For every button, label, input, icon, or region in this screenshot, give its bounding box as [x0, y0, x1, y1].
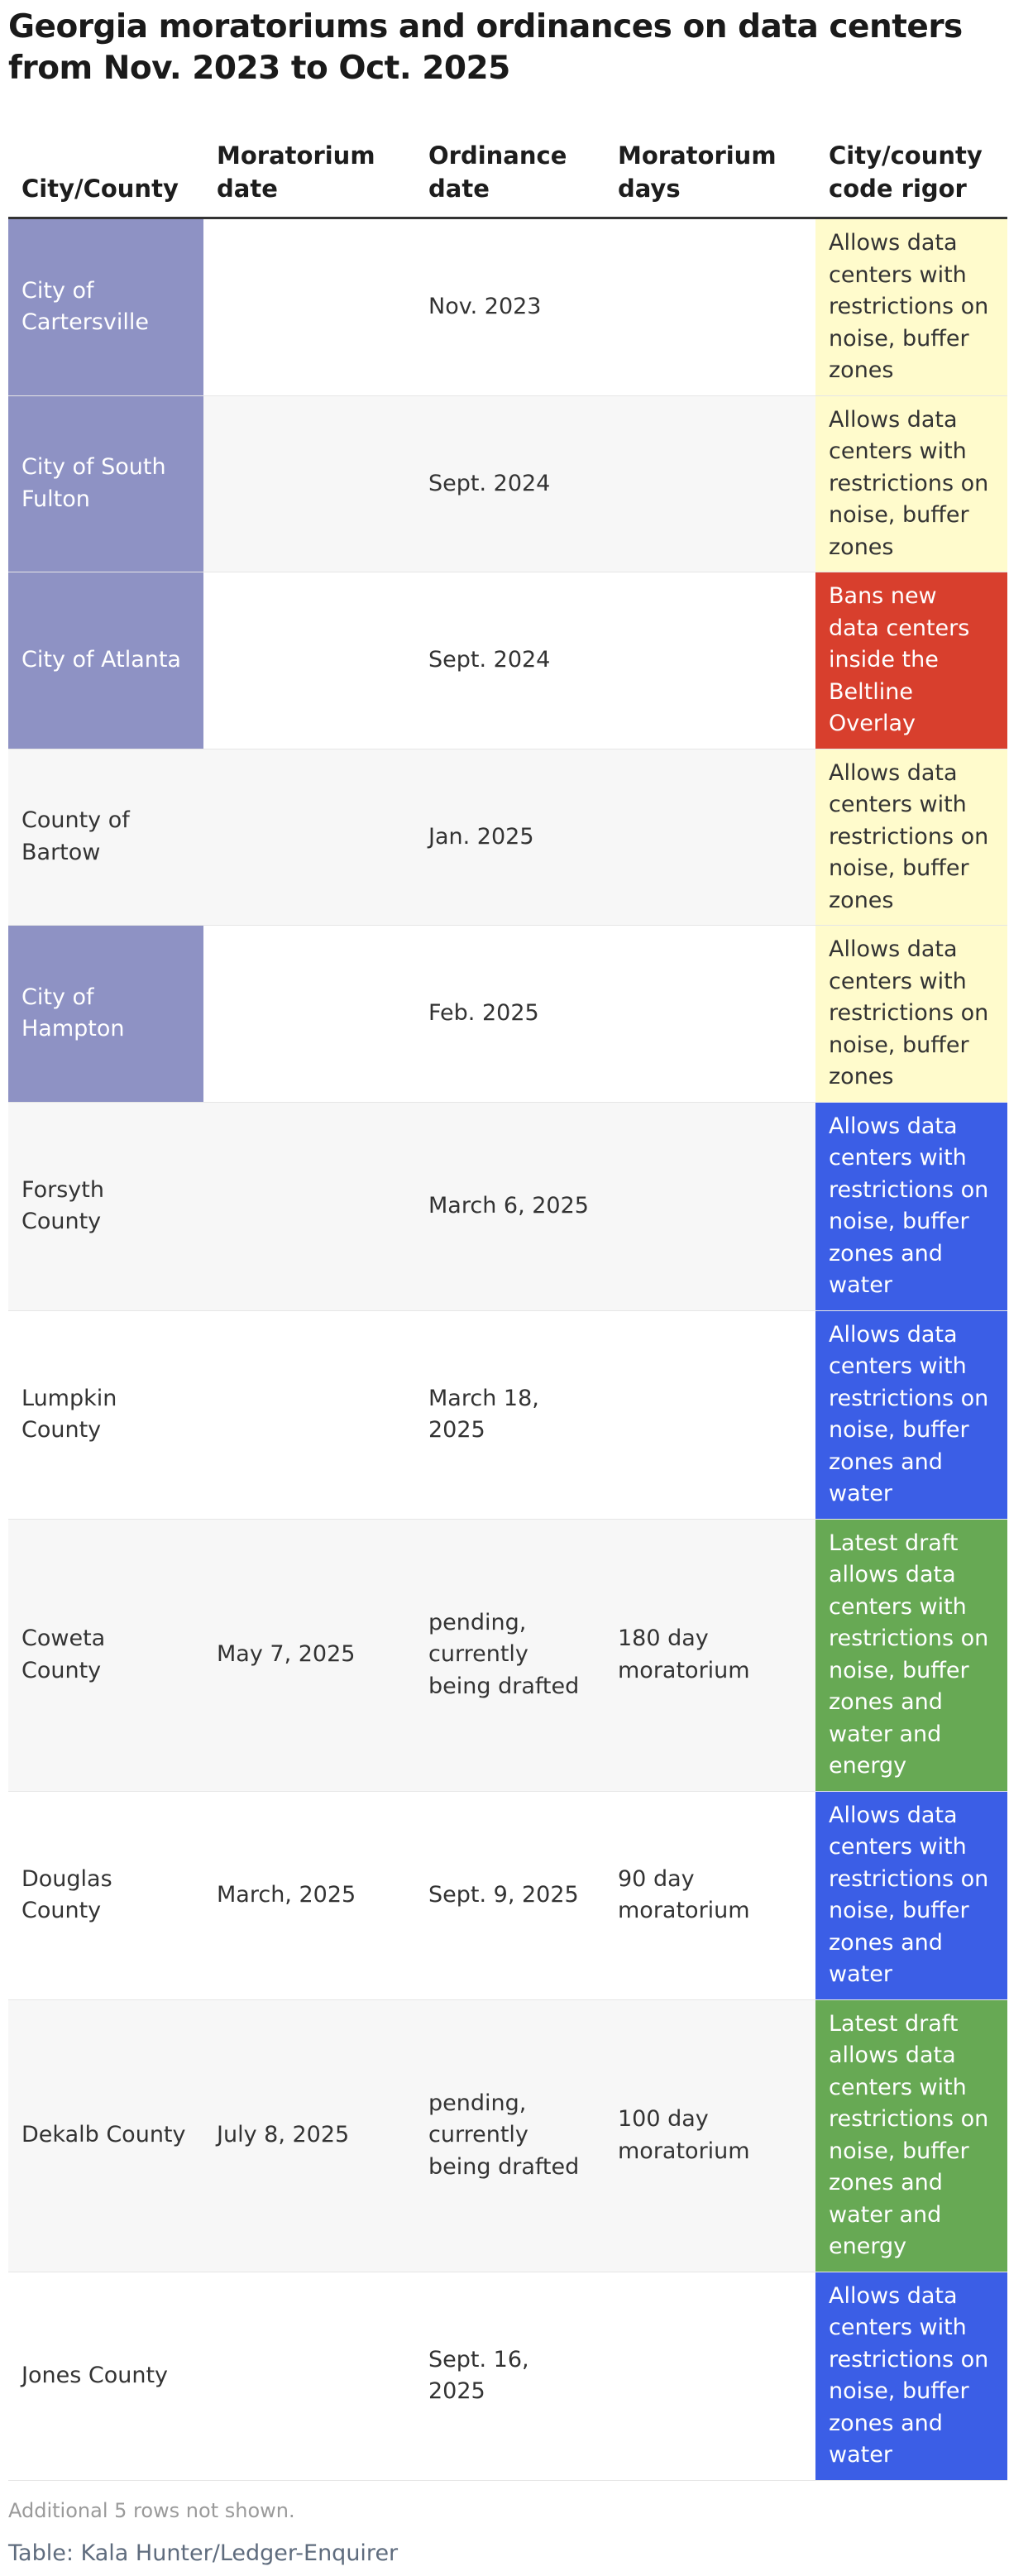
cell-moratorium-days [605, 218, 815, 396]
cell-moratorium-date [203, 218, 415, 396]
rows-hidden-note: Additional 5 rows not shown. [8, 2498, 295, 2522]
column-header-ordinance-date[interactable]: Ordinance date [415, 131, 605, 219]
cell-moratorium-date [203, 572, 415, 749]
cell-city: City of Cartersville [8, 218, 203, 396]
cell-moratorium-date [203, 749, 415, 926]
table-row: Lumpkin County March 18, 2025 Allows data … [8, 1310, 1007, 1520]
cell-city: Lumpkin County [8, 1310, 203, 1520]
cell-moratorium-date [203, 2272, 415, 2481]
cell-moratorium-days [605, 2272, 815, 2481]
table-row: City of South Fulton Sept. 2024 Allows dat… [8, 395, 1007, 572]
cell-code-rigor: Allows data centers with restrictions on… [815, 1791, 1007, 2000]
cell-moratorium-date: May 7, 2025 [203, 1519, 415, 1792]
cell-moratorium-days [605, 1310, 815, 1520]
cell-ordinance-date: Jan. 2025 [415, 749, 605, 926]
cell-ordinance-date: Nov. 2023 [415, 218, 605, 396]
cell-moratorium-days: 180 day moratorium [605, 1519, 815, 1792]
cell-city: Coweta County [8, 1519, 203, 1792]
table-body: City of Cartersville Nov. 2023 Allows data… [8, 218, 1007, 2481]
cell-code-rigor: Allows data centers with restrictions on… [815, 395, 1007, 572]
cell-ordinance-date: pending, currently being drafted [415, 1999, 605, 2272]
cell-city: Dekalb County [8, 1999, 203, 2272]
cell-city: County of Bartow [8, 749, 203, 926]
column-header-moratorium-days[interactable]: Moratorium days [605, 131, 815, 219]
cell-moratorium-days [605, 1102, 815, 1311]
cell-moratorium-days [605, 395, 815, 572]
cell-moratorium-days: 100 day moratorium [605, 1999, 815, 2272]
cell-code-rigor: Allows data centers with restrictions on… [815, 1310, 1007, 1520]
table-row: Jones County Sept. 16, 2025 Allows data ce… [8, 2272, 1007, 2481]
cell-moratorium-date [203, 925, 415, 1103]
cell-city: City of Hampton [8, 925, 203, 1103]
cell-moratorium-date [203, 395, 415, 572]
cell-moratorium-date [203, 1102, 415, 1311]
cell-city: City of South Fulton [8, 395, 203, 572]
column-header-code-rigor[interactable]: City/county code rigor [815, 131, 1007, 219]
table-row: Coweta County May 7, 2025 pending, current… [8, 1519, 1007, 1792]
column-header-city[interactable]: City/County [8, 131, 203, 219]
table-row: City of Atlanta Sept. 2024 Bans new data c… [8, 572, 1007, 749]
cell-moratorium-days [605, 925, 815, 1103]
cell-moratorium-days [605, 572, 815, 749]
cell-moratorium-date [203, 1310, 415, 1520]
table-header: City/County Moratorium date Ordinance da… [8, 131, 1007, 219]
cell-code-rigor: Allows data centers with restrictions on… [815, 1102, 1007, 1311]
cell-moratorium-days: 90 day moratorium [605, 1791, 815, 2000]
table-row: City of Hampton Feb. 2025 Allows data cent… [8, 925, 1007, 1103]
cell-ordinance-date: Sept. 9, 2025 [415, 1791, 605, 2000]
table-row: City of Cartersville Nov. 2023 Allows data… [8, 218, 1007, 396]
cell-ordinance-date: Sept. 2024 [415, 395, 605, 572]
cell-ordinance-date: March 18, 2025 [415, 1310, 605, 1520]
cell-moratorium-date: March, 2025 [203, 1791, 415, 2000]
cell-code-rigor: Latest draft allows data centers with re… [815, 1999, 1007, 2272]
cell-city: Douglas County [8, 1791, 203, 2000]
cell-code-rigor: Allows data centers with restrictions on… [815, 2272, 1007, 2481]
page-title: Georgia moratoriums and ordinances on da… [8, 8, 963, 87]
cell-moratorium-date: July 8, 2025 [203, 1999, 415, 2272]
cell-ordinance-date: March 6, 2025 [415, 1102, 605, 1311]
cell-ordinance-date: pending, currently being drafted [415, 1519, 605, 1792]
source-credit: Table: Kala Hunter/Ledger-Enquirer [8, 2540, 399, 2566]
cell-city: Forsyth County [8, 1102, 203, 1311]
table-row: Forsyth County March 6, 2025 Allows data c… [8, 1102, 1007, 1311]
cell-code-rigor: Allows data centers with restrictions on… [815, 218, 1007, 396]
cell-ordinance-date: Sept. 2024 [415, 572, 605, 749]
table-row: Dekalb County July 8, 2025 pending, curren… [8, 1999, 1007, 2272]
cell-code-rigor: Allows data centers with restrictions on… [815, 749, 1007, 926]
table-row: Douglas County March, 2025 Sept. 9, 2025 90… [8, 1791, 1007, 2000]
table-row: County of Bartow Jan. 2025 Allows data cen… [8, 749, 1007, 926]
cell-ordinance-date: Sept. 16, 2025 [415, 2272, 605, 2481]
cell-city: City of Atlanta [8, 572, 203, 749]
cell-code-rigor: Bans new data centers inside the Beltlin… [815, 572, 1007, 749]
cell-moratorium-days [605, 749, 815, 926]
cell-city: Jones County [8, 2272, 203, 2481]
data-table: City/County Moratorium date Ordinance da… [8, 131, 1007, 2481]
cell-code-rigor: Latest draft allows data centers with re… [815, 1519, 1007, 1792]
cell-code-rigor: Allows data centers with restrictions on… [815, 925, 1007, 1103]
column-header-moratorium-date[interactable]: Moratorium date [203, 131, 415, 219]
cell-ordinance-date: Feb. 2025 [415, 925, 605, 1103]
